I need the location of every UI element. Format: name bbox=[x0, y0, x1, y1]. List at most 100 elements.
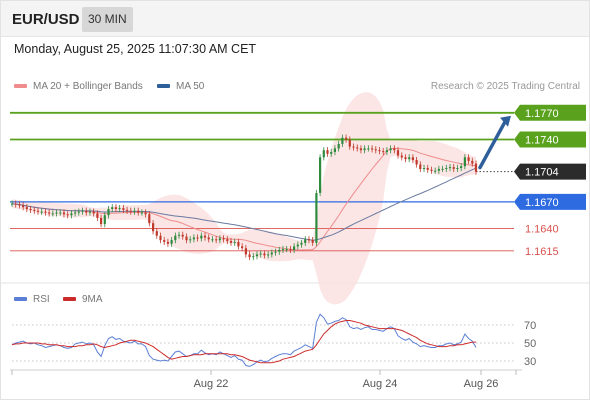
candle-body bbox=[140, 212, 143, 214]
candle-body bbox=[77, 211, 80, 213]
candle-body bbox=[385, 150, 388, 152]
candle-body bbox=[293, 246, 296, 250]
candle-body bbox=[88, 211, 91, 213]
candle-body bbox=[367, 148, 370, 150]
price-tag-text-1.1704: 1.1704 bbox=[525, 167, 559, 179]
candle-body bbox=[215, 239, 218, 241]
rsi-swatch bbox=[14, 297, 27, 302]
candle-body bbox=[467, 157, 470, 161]
candle-body bbox=[263, 253, 266, 256]
candle-body bbox=[307, 239, 311, 241]
candle-body bbox=[445, 168, 448, 169]
candle-body bbox=[126, 209, 129, 211]
forecast-arrow-head bbox=[500, 115, 511, 127]
candle-body bbox=[237, 241, 240, 247]
candle-body bbox=[203, 235, 207, 238]
candle-body bbox=[218, 238, 221, 241]
ma50-line bbox=[11, 167, 477, 241]
candle-body bbox=[411, 157, 414, 160]
candle-body bbox=[155, 231, 158, 236]
legend-ma20: MA 20 + Bollinger Bands bbox=[14, 81, 143, 92]
candle-body bbox=[70, 213, 73, 216]
candle-body bbox=[441, 168, 444, 170]
candle-body bbox=[181, 234, 184, 237]
candle-body bbox=[396, 150, 400, 156]
candle-body bbox=[103, 215, 106, 225]
symbol-title: EUR/USD bbox=[12, 11, 80, 28]
forecast-arrow-shaft bbox=[478, 120, 507, 170]
candle-body bbox=[189, 239, 192, 241]
candle-body bbox=[118, 208, 121, 210]
candle-body bbox=[100, 217, 103, 225]
rsi-tick-70: 70 bbox=[524, 320, 536, 332]
legend-rsi: RSI bbox=[14, 294, 50, 305]
candle-body bbox=[267, 254, 270, 256]
candle-body bbox=[92, 211, 95, 214]
price-tag-1.1770 bbox=[514, 104, 586, 121]
candle-body bbox=[36, 210, 40, 212]
candle-body bbox=[341, 137, 344, 144]
candle-body bbox=[311, 240, 314, 243]
candle-body bbox=[163, 240, 166, 242]
candle-body bbox=[333, 148, 336, 152]
candle-body bbox=[259, 253, 262, 255]
candle-body bbox=[241, 246, 244, 249]
price-tag-1.1704 bbox=[514, 163, 586, 180]
candle-body bbox=[33, 209, 36, 211]
candle-body bbox=[315, 193, 318, 243]
candle-body bbox=[337, 144, 340, 149]
candle-body bbox=[371, 148, 374, 150]
candle-body bbox=[114, 207, 117, 209]
candle-body bbox=[81, 210, 84, 212]
candle-body bbox=[400, 155, 403, 158]
candle-body bbox=[252, 256, 255, 258]
candle-body bbox=[66, 214, 69, 216]
candle-body bbox=[304, 239, 307, 243]
candle-body bbox=[133, 210, 136, 212]
candle-body bbox=[456, 168, 459, 169]
ma20-line bbox=[11, 147, 477, 251]
candle-body bbox=[244, 248, 247, 255]
candle-body bbox=[348, 139, 351, 147]
candle-body bbox=[85, 210, 88, 213]
candle-body bbox=[144, 212, 147, 215]
candle-body bbox=[393, 148, 396, 151]
credit-text: Research © 2025 Trading Central bbox=[430, 81, 580, 92]
legend-ma50-label: MA 50 bbox=[176, 81, 205, 92]
candle-body bbox=[59, 212, 62, 214]
candle-body bbox=[322, 150, 325, 158]
candle-body bbox=[274, 251, 277, 253]
candle-body bbox=[200, 235, 203, 239]
candle-body bbox=[434, 170, 437, 172]
candle-body bbox=[122, 208, 125, 210]
price-tag-1.1670 bbox=[514, 193, 586, 210]
price-label-1.1640: 1.1640 bbox=[525, 224, 559, 236]
candle-body bbox=[374, 149, 377, 151]
header-bar: EUR/USD 30 MIN bbox=[1, 1, 589, 37]
candle-body bbox=[448, 167, 452, 169]
candle-body bbox=[62, 212, 66, 215]
x-tick-label: Aug 24 bbox=[363, 378, 398, 390]
9ma-swatch bbox=[63, 297, 76, 302]
rsi-line bbox=[11, 313, 477, 367]
candle-body bbox=[55, 212, 58, 214]
legend-9ma: 9MA bbox=[63, 294, 103, 305]
bollinger-band bbox=[12, 92, 476, 305]
timeframe-button[interactable]: 30 MIN bbox=[82, 7, 133, 32]
ma20-swatch bbox=[14, 84, 27, 89]
candle-body bbox=[255, 254, 259, 257]
candle-body bbox=[378, 150, 381, 152]
legend-9ma-label: 9MA bbox=[82, 294, 103, 305]
candle-body bbox=[96, 213, 99, 218]
candle-body bbox=[51, 213, 54, 215]
candle-body bbox=[107, 209, 110, 216]
legend-rsi-label: RSI bbox=[33, 294, 50, 305]
candle-body bbox=[129, 210, 132, 212]
candle-body bbox=[430, 169, 433, 171]
candle-body bbox=[248, 254, 251, 258]
candle-body bbox=[159, 235, 162, 241]
candle-body bbox=[419, 164, 422, 169]
datetime-text: Monday, August 25, 2025 11:07:30 AM CET bbox=[14, 42, 257, 56]
